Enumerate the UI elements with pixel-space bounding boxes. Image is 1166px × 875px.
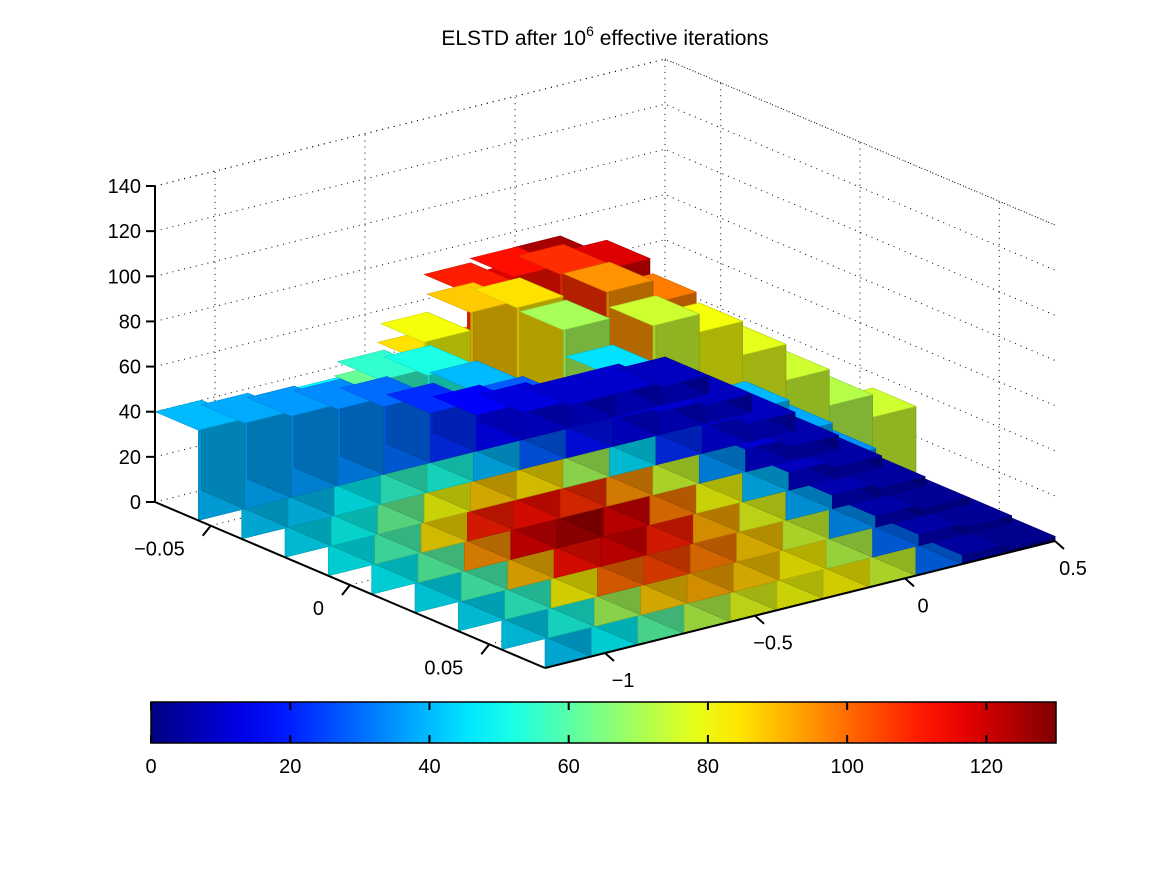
z-tick-label: 40 [119,402,141,424]
right-tick [754,614,765,625]
z-tick-label: 0 [130,492,141,514]
colorbar-tick-label: 100 [830,756,863,778]
colorbar-tick-label: 40 [418,756,440,778]
right-tick [1054,540,1065,550]
left-tick-label: −0.05 [134,539,185,561]
right-tick-label: 0 [917,595,928,617]
surface-top-face [154,399,246,431]
surface-plot [154,235,1056,669]
left-tick-label: 0 [313,598,324,620]
right-axis-line [544,540,1056,669]
z-tick-label: 80 [119,311,141,333]
z-gridline [154,58,1056,226]
left-tick [480,643,491,655]
z-tick-label: 100 [108,266,141,288]
colorbar-tick-label: 80 [697,756,719,778]
z-tick-label: 20 [119,447,141,469]
colorbar-tick-label: 60 [558,756,580,778]
right-tick [604,652,615,662]
surface-top-face [562,261,654,293]
colorbar-gradient [150,701,1057,744]
surface-top-face [469,246,562,278]
chart-title: ELSTD after 106 effective iterations [441,23,768,50]
z-tick-label: 60 [119,357,141,379]
surface-top-face [379,311,472,343]
box-edge [664,58,1056,226]
axes: 0 20 40 60 80 100 120 140 −0.05 0 0.05 −1 −0.5 0 0.5 [108,176,1087,692]
colorbar-tick-label: 120 [970,756,1003,778]
right-tick [904,577,915,588]
surface-top-face [426,282,518,313]
colorbar-tick-label: 0 [145,756,156,778]
surface-top-face [617,356,710,388]
surface-top-face [518,299,611,331]
surface-top-face [432,384,524,416]
colorbar-tick-label: 20 [279,756,301,778]
colorbar: 0 20 40 60 80 100 120 [145,701,1057,778]
box-edge [154,58,666,187]
left-tick [341,584,351,596]
surface-top-face [608,295,701,326]
z-tick-label: 120 [108,221,141,243]
right-tick-label: −0.5 [753,633,792,655]
left-tick-label: 0.05 [424,657,463,679]
surface-top-face [200,392,293,424]
surface-top-face [472,277,565,309]
surface-top-face [336,349,429,381]
right-tick-label: 0.5 [1059,558,1087,580]
surface-top-face [478,382,571,413]
surface-top-face [293,378,385,410]
right-tick-label: −1 [612,670,635,692]
z-tick-label: 140 [108,176,141,198]
surface-top-face [571,363,663,395]
surface-top-face [246,385,339,417]
left-tick [201,525,212,537]
